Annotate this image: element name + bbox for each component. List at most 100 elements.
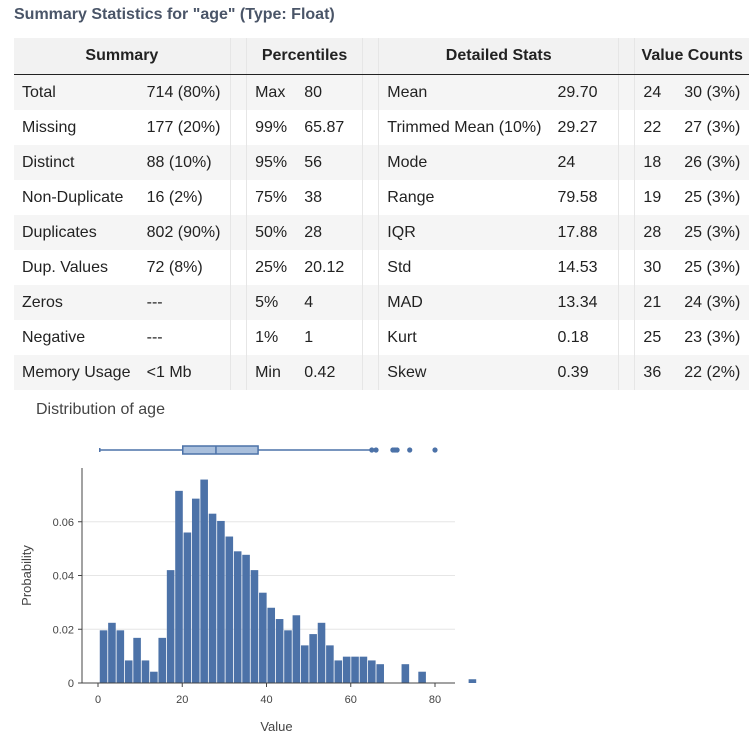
histogram-bar — [326, 645, 334, 683]
column-separator — [229, 145, 248, 180]
column-separator — [618, 110, 636, 145]
percentile-value: 28 — [296, 215, 363, 250]
detailed-stat-label: Skew — [378, 355, 550, 390]
detailed-stat-label: Mode — [378, 145, 550, 180]
histogram-bar — [418, 671, 426, 683]
summary-value: --- — [138, 320, 231, 355]
value-count-count: 25 (3%) — [676, 215, 749, 250]
boxplot-outlier — [394, 447, 400, 453]
histogram-bar — [175, 490, 183, 683]
detailed-stat-value: 29.27 — [549, 110, 619, 145]
column-separator — [618, 215, 636, 250]
summary-value: <1 Mb — [138, 355, 231, 390]
column-separator — [618, 320, 636, 355]
detailed-stat-label: IQR — [378, 215, 550, 250]
histogram-bar — [225, 536, 234, 683]
percentile-value: 38 — [296, 180, 363, 215]
table-row: Memory Usage <1 Mb Min 0.42 Skew 0.39 36 22 (2%… — [14, 355, 749, 390]
histogram-bar — [309, 634, 317, 683]
histogram-bar — [208, 513, 217, 683]
value-count-count: 25 (3%) — [676, 250, 749, 285]
summary-label: Duplicates — [14, 215, 139, 250]
column-separator — [229, 74, 248, 110]
x-tick-label: 80 — [429, 694, 441, 706]
histogram-bar — [217, 520, 225, 683]
detailed-stat-label: MAD — [378, 285, 550, 320]
column-separator — [618, 250, 636, 285]
histogram-bar — [376, 664, 384, 683]
histogram-bar — [242, 554, 250, 683]
percentile-label: 95% — [246, 145, 297, 180]
page-title: Summary Statistics for "age" (Type: Floa… — [14, 6, 335, 23]
percentile-label: Min — [246, 355, 297, 390]
value-count-value: 18 — [634, 145, 677, 180]
histogram-bar — [334, 660, 343, 683]
percentile-value: 20.12 — [296, 250, 363, 285]
percentile-label: 75% — [246, 180, 297, 215]
table-row: Distinct 88 (10%) 95% 56 Mode 24 18 26 (3%) — [14, 145, 749, 180]
value-count-count: 22 (2%) — [676, 355, 749, 390]
value-count-value: 22 — [634, 110, 677, 145]
detailed-stat-label: Kurt — [378, 320, 550, 355]
y-tick-label: 0.04 — [53, 571, 74, 583]
y-tick-label: 0 — [68, 678, 74, 690]
column-separator — [361, 215, 380, 250]
value-count-value: 36 — [634, 355, 677, 390]
histogram-bar — [259, 592, 267, 683]
histogram-bar — [141, 660, 150, 683]
summary-label: Zeros — [14, 285, 139, 320]
detailed-stat-label: Mean — [378, 74, 550, 110]
column-separator — [361, 320, 380, 355]
histogram-bar — [150, 671, 158, 683]
value-count-value: 24 — [634, 74, 677, 110]
histogram-bar — [368, 660, 376, 683]
histogram-bar — [191, 498, 200, 683]
percentile-label: 1% — [246, 320, 297, 355]
summary-value: --- — [138, 285, 231, 320]
percentile-label: Max — [246, 74, 297, 110]
summary-label: Non-Duplicate — [14, 180, 139, 215]
summary-value: 88 (10%) — [138, 145, 231, 180]
column-separator — [618, 285, 636, 320]
histogram-bar — [468, 679, 477, 683]
column-separator — [229, 250, 248, 285]
column-separator — [618, 145, 636, 180]
table-row: Zeros --- 5% 4 MAD 13.34 21 24 (3%) — [14, 285, 749, 320]
histogram-bar — [401, 664, 410, 683]
column-separator — [361, 74, 380, 110]
column-separator — [229, 180, 248, 215]
histogram-bar — [183, 532, 192, 683]
summary-label: Negative — [14, 320, 139, 355]
histogram-bar — [317, 622, 326, 683]
column-separator — [361, 285, 380, 320]
table-row: Dup. Values 72 (8%) 25% 20.12 Std 14.53 30 25 (… — [14, 250, 749, 285]
value-count-value: 25 — [634, 320, 677, 355]
column-separator — [618, 355, 636, 390]
histogram-bar — [116, 630, 125, 683]
histogram-bar — [300, 645, 309, 683]
x-tick-label: 20 — [176, 694, 188, 706]
summary-label: Memory Usage — [14, 355, 139, 390]
percentile-value: 65.87 — [296, 110, 363, 145]
column-separator — [229, 355, 248, 390]
y-tick-label: 0.06 — [53, 517, 74, 529]
detailed-stat-value: 24 — [549, 145, 619, 180]
chart-title: Distribution of age — [36, 401, 165, 418]
value-count-value: 21 — [634, 285, 677, 320]
histogram-bar — [166, 570, 175, 683]
summary-value: 714 (80%) — [138, 74, 231, 110]
value-count-count: 30 (3%) — [676, 74, 749, 110]
boxplot-box — [182, 445, 259, 455]
summary-value: 802 (90%) — [138, 215, 231, 250]
histogram-bar — [351, 656, 359, 683]
histogram-bar — [250, 570, 259, 683]
histogram-bar — [275, 619, 284, 683]
histogram-bar — [124, 660, 133, 683]
x-axis-title: Value — [260, 719, 292, 734]
percentile-value: 1 — [296, 320, 363, 355]
percentile-value: 4 — [296, 285, 363, 320]
summary-label: Dup. Values — [14, 250, 139, 285]
histogram-bar — [99, 630, 108, 683]
age-distribution-chart: 0 0.02 0.04 0.06 0 20 40 60 80 Value Probability — [19, 445, 477, 734]
header-detailed-stats: Detailed Stats — [378, 38, 619, 75]
